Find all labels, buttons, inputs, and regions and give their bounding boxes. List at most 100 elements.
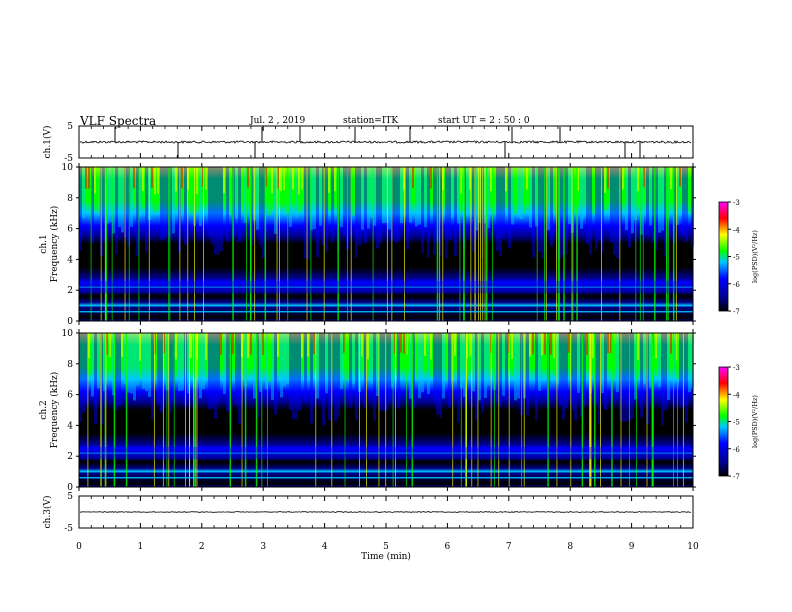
spectral-column <box>478 167 481 223</box>
spectral-column <box>445 167 448 259</box>
spectrogram-background <box>79 167 693 321</box>
colorbar-tick-label: -6 <box>733 281 740 289</box>
spectral-column <box>286 333 289 385</box>
colorbar-tick-label: -4 <box>733 391 740 399</box>
intense-column <box>403 333 405 354</box>
spectral-column <box>391 333 394 388</box>
spectral-column <box>592 167 595 215</box>
intense-column <box>670 167 672 190</box>
spectral-column <box>259 167 262 246</box>
spectral-column <box>613 333 616 380</box>
spectral-column <box>118 333 121 406</box>
spectral-column <box>349 167 352 235</box>
spectral-column <box>658 333 661 387</box>
spectral-column <box>343 167 346 236</box>
spectral-column <box>178 333 181 392</box>
spectral-column <box>133 333 136 401</box>
spectral-column <box>256 333 259 419</box>
intense-column <box>139 333 141 361</box>
spectral-column <box>526 333 529 416</box>
intense-column <box>328 167 330 193</box>
spectral-column <box>145 333 148 392</box>
intense-column <box>262 333 264 356</box>
spectral-column <box>616 167 619 258</box>
spectral-column <box>355 333 358 421</box>
ch1-spectrogram-panel: 0 2 4 6 8 10 ch.1 Frequency (kHz) <box>39 163 696 327</box>
y-tick-label: 0 <box>67 317 73 327</box>
spectral-column <box>325 333 328 394</box>
spectral-column <box>136 167 139 257</box>
spectral-column <box>373 167 376 226</box>
spectral-column <box>199 333 202 399</box>
colorbar-2-scale <box>718 366 729 477</box>
intense-column <box>133 167 135 189</box>
start-time-label: start UT = 2 : 50 : 0 <box>438 116 530 126</box>
spectral-column <box>97 167 100 214</box>
spectral-column <box>226 167 229 242</box>
spectral-column <box>136 333 139 386</box>
spectral-column <box>532 167 535 258</box>
intense-column <box>553 333 555 359</box>
spectral-column <box>511 167 514 225</box>
spectral-column <box>649 167 652 226</box>
intense-column <box>679 167 681 187</box>
spectral-column <box>79 333 82 423</box>
spectral-column <box>313 167 316 230</box>
spectral-column <box>292 333 295 419</box>
spectral-column <box>625 167 628 231</box>
intense-column <box>175 167 177 192</box>
intense-column <box>232 333 234 355</box>
spectral-column <box>352 167 355 216</box>
x-tick-label: 10 <box>687 542 699 552</box>
spectral-column <box>421 167 424 254</box>
intense-column <box>154 333 156 355</box>
spectral-column <box>355 167 358 258</box>
spectral-column <box>211 167 214 245</box>
intense-column <box>655 333 657 359</box>
spectral-column <box>568 167 571 225</box>
plot-title: VLF Spectra <box>80 114 157 128</box>
spectral-column <box>238 333 241 424</box>
spectral-column <box>436 333 439 415</box>
spectral-column <box>451 167 454 218</box>
spectral-column <box>580 333 583 417</box>
intense-column <box>454 333 456 356</box>
spectral-column <box>550 167 553 247</box>
spectral-column <box>94 333 97 424</box>
y-tick-label: 2 <box>67 452 73 462</box>
spectral-column <box>604 333 607 410</box>
spectral-column <box>214 167 217 255</box>
intense-column <box>277 167 279 189</box>
spectral-column <box>352 333 355 385</box>
spectral-column <box>391 167 394 240</box>
spectral-column <box>496 333 499 403</box>
spectral-column <box>160 167 163 240</box>
x-tick-label: 8 <box>567 542 573 552</box>
spectral-column <box>394 167 397 243</box>
spectral-column <box>319 167 322 226</box>
intense-column <box>544 333 546 355</box>
spectral-column <box>172 167 175 234</box>
spectral-column <box>649 333 652 388</box>
spectral-column <box>373 333 376 421</box>
spectral-column <box>148 333 151 397</box>
spectral-column <box>316 167 319 257</box>
intense-column <box>151 167 153 188</box>
spectral-column <box>601 333 604 394</box>
intense-column <box>400 333 402 353</box>
spectral-column <box>466 167 469 217</box>
intense-column <box>301 333 303 358</box>
spectral-column <box>91 333 94 397</box>
intense-column <box>361 333 363 357</box>
spectral-column <box>406 167 409 250</box>
spectral-column <box>229 167 232 215</box>
station-label: station=ITK <box>343 116 399 126</box>
x-tick-label: 4 <box>322 542 328 552</box>
spectral-column <box>208 333 211 410</box>
intense-column <box>637 333 639 361</box>
x-tick-label: 5 <box>383 542 389 552</box>
spectral-column <box>640 333 643 418</box>
spectral-column <box>364 167 367 244</box>
spectral-column <box>322 167 325 246</box>
spectral-column <box>160 333 163 413</box>
